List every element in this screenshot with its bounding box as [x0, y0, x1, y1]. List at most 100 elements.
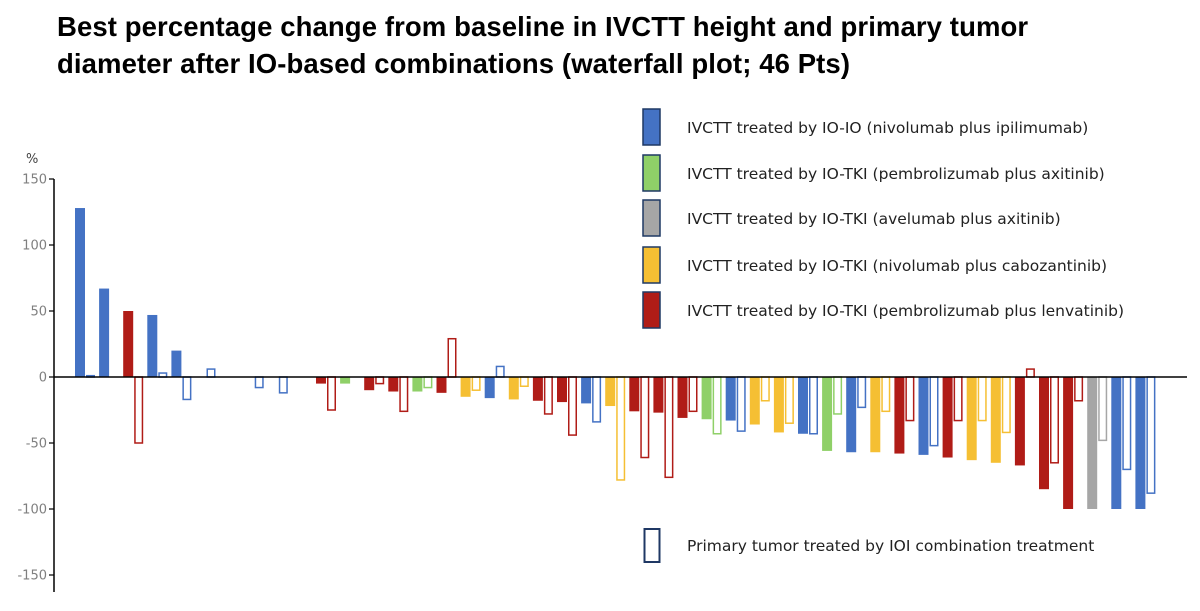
ivctt-bar: [99, 288, 110, 377]
primary-tumor-bar: [809, 376, 818, 435]
legend-swatch: [642, 291, 661, 329]
primary-tumor-bar: [760, 376, 770, 402]
bars-group: [75, 208, 1156, 509]
y-tick-label: -50: [26, 437, 47, 452]
primary-tumor-bar: [592, 376, 602, 423]
ivctt-bar: [1063, 377, 1074, 509]
ivctt-bar: [1087, 377, 1098, 509]
primary-tumor-bar: [471, 376, 481, 391]
primary-tumor-bar: [495, 365, 505, 378]
legend-swatch: [642, 246, 661, 284]
ivctt-bar: [557, 377, 567, 403]
ivctt-bar: [894, 377, 905, 454]
primary-tumor-bar: [736, 376, 746, 432]
primary-tumor-bar: [953, 376, 963, 422]
primary-tumor-bar: [784, 376, 794, 424]
legend-swatch: [642, 108, 661, 146]
ivctt-bar: [942, 377, 953, 458]
legend-swatch: [642, 199, 661, 237]
primary-tumor-bar: [929, 376, 939, 447]
primary-tumor-bar: [1001, 376, 1011, 434]
primary-tumor-bar: [134, 376, 144, 444]
ivctt-bar: [1111, 377, 1122, 509]
primary-tumor-bar: [543, 376, 553, 415]
ivctt-bar: [798, 377, 808, 434]
primary-tumor-bar: [664, 376, 674, 479]
ivctt-bar: [364, 377, 375, 391]
legend-swatch: [642, 154, 661, 192]
ivctt-bar: [990, 377, 1001, 463]
legend-label: Primary tumor treated by IOI combination…: [687, 537, 1094, 555]
primary-tumor-bar: [616, 376, 626, 481]
ivctt-bar: [1014, 377, 1025, 466]
legend-swatch-primary-tumor: [643, 528, 661, 563]
ivctt-bar: [846, 377, 857, 453]
primary-tumor-bar: [977, 376, 987, 422]
primary-tumor-bar: [375, 376, 385, 385]
primary-tumor-bar: [206, 368, 216, 378]
legend-label: IVCTT treated by IO-TKI (pembrolizumab p…: [687, 302, 1124, 320]
ivctt-bar: [123, 311, 134, 377]
legend-label: IVCTT treated by IO-TKI (pembrolizumab p…: [687, 165, 1105, 183]
primary-tumor-bar: [881, 376, 891, 413]
ivctt-bar: [605, 377, 616, 407]
chart-title: Best percentage change from baseline in …: [57, 8, 1177, 82]
ivctt-bar: [581, 377, 592, 404]
primary-tumor-bar: [640, 376, 650, 459]
ivctt-bar: [653, 377, 664, 413]
ivctt-bar: [773, 377, 784, 433]
ivctt-bar: [484, 377, 495, 399]
ivctt-bar: [340, 377, 351, 384]
ivctt-bar: [918, 377, 929, 455]
ivctt-bar: [388, 377, 399, 392]
chart-title-line-1: Best percentage change from baseline in …: [57, 11, 1029, 42]
primary-tumor-bar: [519, 376, 529, 387]
ivctt-bar: [532, 377, 543, 401]
ivctt-bar: [1135, 377, 1146, 509]
primary-tumor-bar: [254, 376, 264, 389]
primary-tumor-bar: [857, 376, 867, 409]
primary-tumor-bar: [278, 376, 288, 394]
axes-group: 150 100 50 0 -50 -100 -150%: [17, 152, 1187, 592]
ivctt-bar: [966, 377, 977, 461]
ivctt-bar: [436, 377, 447, 393]
primary-tumor-bar: [1025, 368, 1035, 378]
legend-label: IVCTT treated by IO-TKI (avelumab plus a…: [687, 210, 1061, 228]
ivctt-bar: [677, 377, 688, 418]
ivctt-bar: [629, 377, 640, 412]
y-tick-label: -150: [17, 569, 47, 584]
ivctt-bar: [75, 208, 85, 377]
primary-tumor-bar: [447, 337, 457, 378]
primary-tumor-bar: [1122, 376, 1132, 471]
ivctt-bar: [725, 377, 736, 421]
primary-tumor-bar: [327, 376, 336, 411]
ivctt-bar: [316, 377, 326, 384]
ivctt-bar: [701, 377, 712, 420]
ivctt-bar: [1039, 377, 1049, 490]
chart-title-line-2: diameter after IO-based combinations (wa…: [57, 48, 851, 79]
primary-tumor-bar: [182, 376, 192, 401]
primary-tumor-bar: [568, 376, 577, 436]
ivctt-bar: [508, 377, 519, 400]
primary-tumor-bar: [1050, 376, 1059, 464]
ivctt-bar: [870, 377, 881, 453]
primary-tumor-bar: [1146, 376, 1156, 494]
primary-tumor-bar: [688, 376, 698, 413]
primary-tumor-bar: [712, 376, 722, 435]
ivctt-bar: [171, 350, 182, 377]
legend-label: IVCTT treated by IO-IO (nivolumab plus i…: [687, 119, 1088, 137]
y-tick-label: 100: [22, 239, 47, 254]
legend-label: IVCTT treated by IO-TKI (nivolumab plus …: [687, 257, 1107, 275]
primary-tumor-bar: [905, 376, 915, 422]
y-tick-label: 0: [39, 371, 47, 386]
ivctt-bar: [822, 377, 833, 451]
primary-tumor-bar: [1074, 376, 1084, 402]
y-tick-label: -100: [17, 503, 47, 518]
y-tick-label: 150: [22, 173, 47, 188]
primary-tumor-bar: [423, 376, 433, 389]
y-unit-label: %: [26, 152, 38, 167]
ivctt-bar: [147, 314, 158, 377]
primary-tumor-bar: [1098, 376, 1108, 442]
y-tick-label: 50: [30, 305, 47, 320]
